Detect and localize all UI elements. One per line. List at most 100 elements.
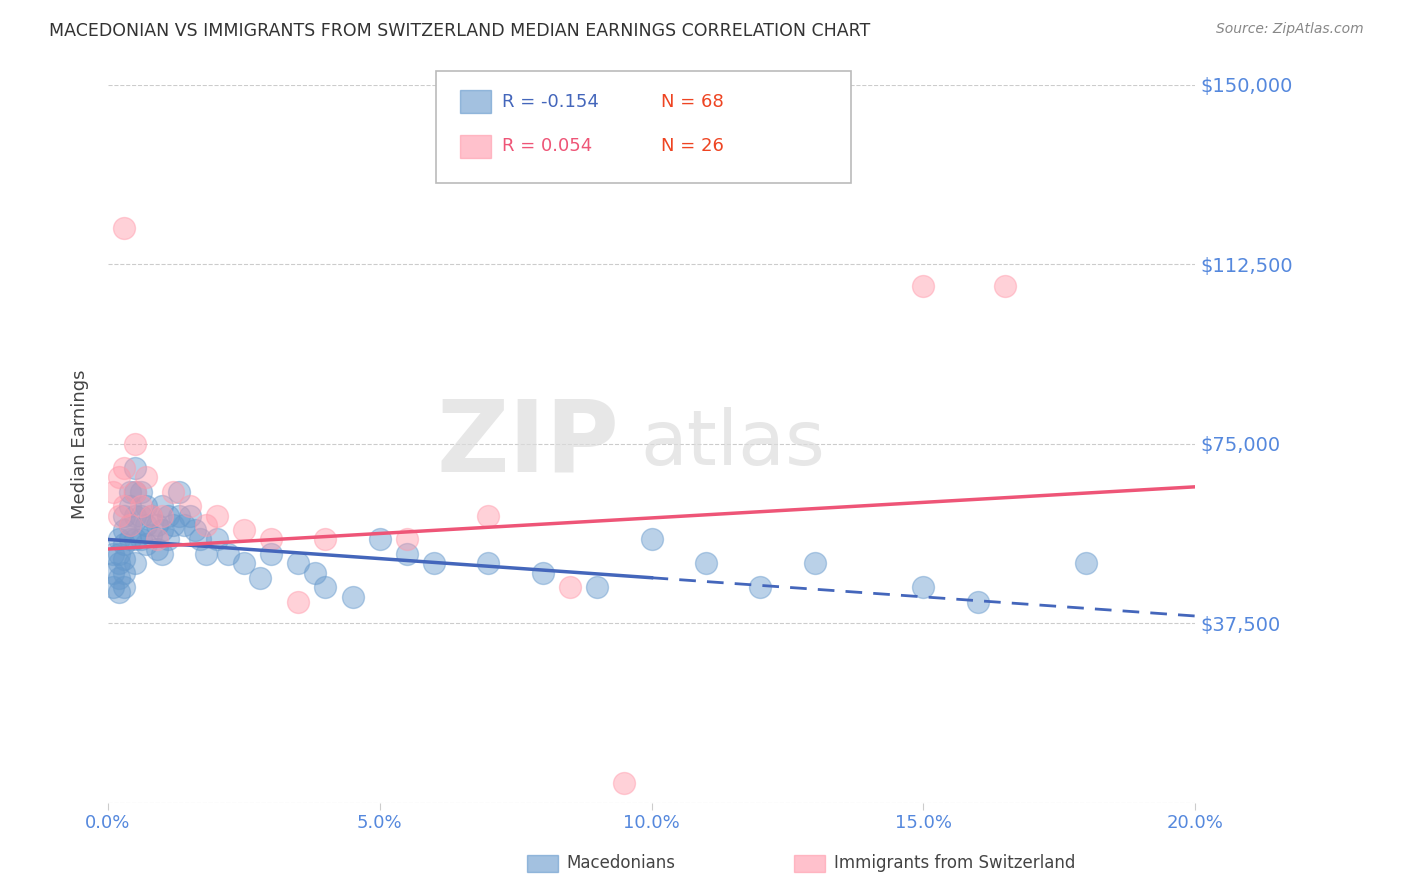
Point <box>108 585 131 599</box>
Point <box>124 533 146 547</box>
Point <box>304 566 326 580</box>
Text: N = 68: N = 68 <box>661 93 724 111</box>
Point <box>108 533 131 547</box>
Point <box>558 580 581 594</box>
Point <box>112 566 135 580</box>
Point <box>118 518 141 533</box>
Point <box>146 541 169 556</box>
Point <box>194 547 217 561</box>
Point <box>141 527 163 541</box>
Point <box>217 547 239 561</box>
Point <box>108 508 131 523</box>
Text: Immigrants from Switzerland: Immigrants from Switzerland <box>834 855 1076 872</box>
Point <box>173 518 195 533</box>
Point <box>640 533 662 547</box>
Point <box>150 547 173 561</box>
Y-axis label: Median Earnings: Median Earnings <box>72 369 89 518</box>
Point <box>1076 557 1098 571</box>
Text: Macedonians: Macedonians <box>567 855 676 872</box>
Point <box>260 547 283 561</box>
Point <box>179 508 201 523</box>
Point <box>613 776 636 790</box>
Point <box>966 594 988 608</box>
Text: N = 26: N = 26 <box>661 137 724 155</box>
Point <box>146 518 169 533</box>
Point <box>190 533 212 547</box>
Point <box>135 470 157 484</box>
Point <box>103 484 125 499</box>
Point <box>129 484 152 499</box>
Point <box>150 523 173 537</box>
Point <box>112 221 135 235</box>
Point <box>194 518 217 533</box>
Point <box>150 508 173 523</box>
Point <box>249 571 271 585</box>
Point <box>423 557 446 571</box>
Point <box>129 508 152 523</box>
Point <box>260 533 283 547</box>
Point <box>108 547 131 561</box>
Point <box>395 547 418 561</box>
Point <box>141 508 163 523</box>
Point <box>695 557 717 571</box>
Point <box>167 484 190 499</box>
Point <box>124 436 146 450</box>
Point <box>108 571 131 585</box>
Text: Source: ZipAtlas.com: Source: ZipAtlas.com <box>1216 22 1364 37</box>
Point <box>135 518 157 533</box>
Point <box>124 508 146 523</box>
Point <box>150 499 173 513</box>
Point <box>803 557 825 571</box>
Point <box>162 484 184 499</box>
Point <box>129 499 152 513</box>
Point <box>314 533 336 547</box>
Point <box>342 590 364 604</box>
Text: R = 0.054: R = 0.054 <box>502 137 592 155</box>
Point <box>118 484 141 499</box>
Point <box>103 580 125 594</box>
Point <box>586 580 609 594</box>
Point <box>112 551 135 566</box>
Point <box>477 557 499 571</box>
Point <box>232 557 254 571</box>
Point <box>124 557 146 571</box>
Point <box>129 533 152 547</box>
Point <box>118 499 141 513</box>
Point <box>232 523 254 537</box>
Point <box>477 508 499 523</box>
Point <box>156 508 179 523</box>
Point <box>103 547 125 561</box>
Point <box>141 508 163 523</box>
Point <box>205 533 228 547</box>
Point <box>368 533 391 547</box>
Point <box>146 533 169 547</box>
Point <box>205 508 228 523</box>
Point <box>112 580 135 594</box>
Point <box>118 533 141 547</box>
Point <box>124 460 146 475</box>
Point <box>162 518 184 533</box>
Point <box>112 523 135 537</box>
Text: MACEDONIAN VS IMMIGRANTS FROM SWITZERLAND MEDIAN EARNINGS CORRELATION CHART: MACEDONIAN VS IMMIGRANTS FROM SWITZERLAN… <box>49 22 870 40</box>
Point <box>156 533 179 547</box>
Point <box>118 518 141 533</box>
Point <box>287 594 309 608</box>
Point <box>108 557 131 571</box>
Text: atlas: atlas <box>641 407 825 481</box>
Point <box>395 533 418 547</box>
Point <box>912 580 935 594</box>
Point <box>135 499 157 513</box>
Point <box>112 460 135 475</box>
Text: R = -0.154: R = -0.154 <box>502 93 599 111</box>
Point <box>112 508 135 523</box>
Point <box>531 566 554 580</box>
Point <box>112 537 135 551</box>
Point <box>103 566 125 580</box>
Point <box>112 499 135 513</box>
Point <box>287 557 309 571</box>
Point <box>124 484 146 499</box>
Point <box>314 580 336 594</box>
Point <box>912 278 935 293</box>
Point <box>749 580 772 594</box>
Point <box>994 278 1017 293</box>
